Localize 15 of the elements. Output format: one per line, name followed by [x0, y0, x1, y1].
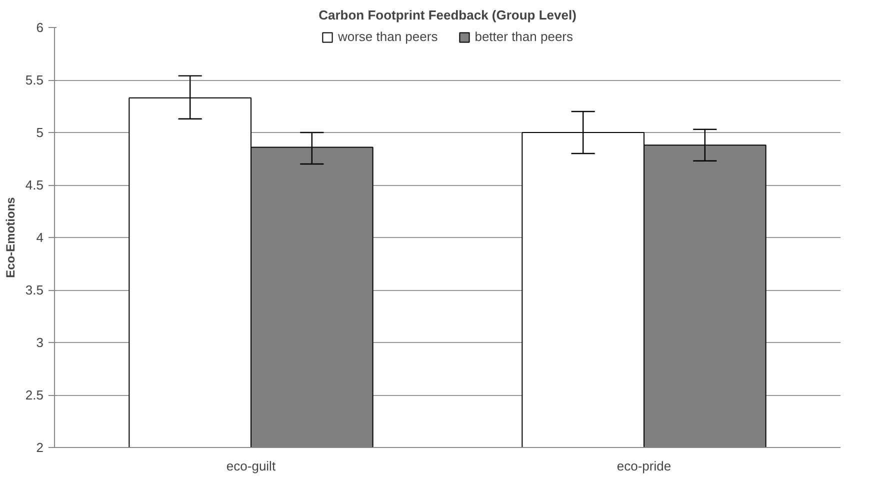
y-tick-label: 3.5: [25, 282, 44, 298]
y-tick-label: 2.5: [25, 388, 44, 402]
y-tick-label: 5: [36, 125, 44, 140]
y-tick-label: 6: [36, 20, 44, 35]
y-tick-label: 2: [36, 440, 44, 455]
x-tick-label: eco-pride: [616, 458, 672, 474]
y-axis-title: Eco-Emotions: [3, 196, 18, 278]
y-tick-label: 4: [36, 230, 44, 245]
y-tick-label: 5.5: [25, 72, 44, 88]
x-tick-label: eco-guilt: [226, 458, 276, 474]
y-tick-label: 3: [36, 335, 44, 350]
chart-title: Carbon Footprint Feedback (Group Level): [318, 8, 576, 22]
legend-label: better than peers: [474, 29, 574, 44]
legend-label: worse than peers: [338, 29, 438, 44]
y-tick-label: 4.5: [25, 178, 44, 192]
